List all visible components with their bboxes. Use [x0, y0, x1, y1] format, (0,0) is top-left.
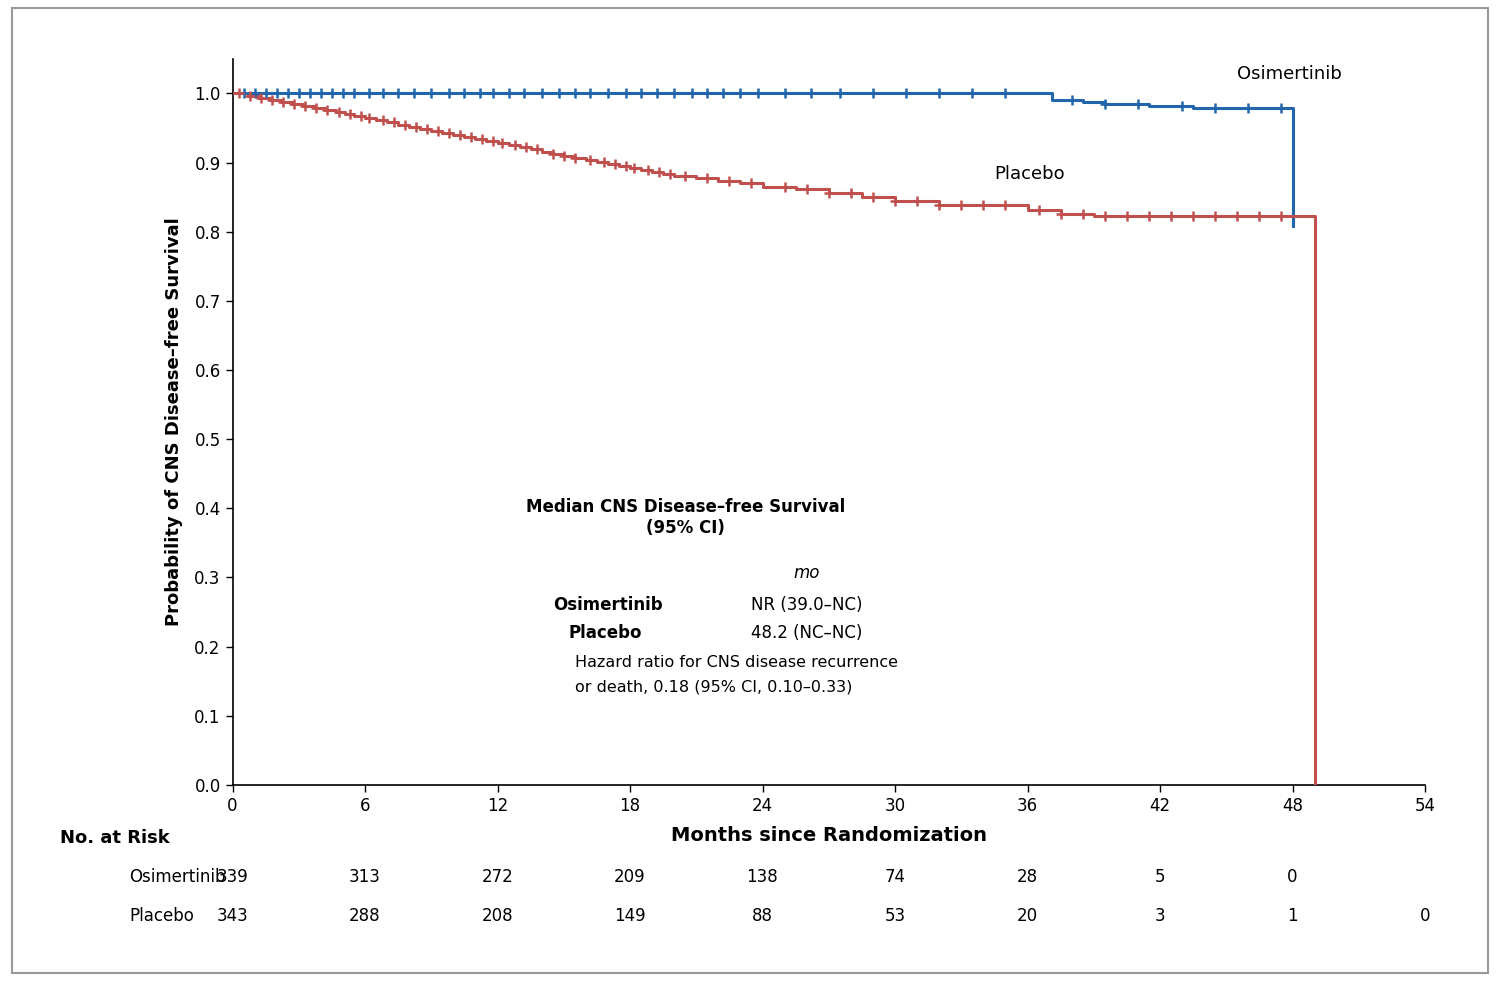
Text: or death, 0.18 (95% CI, 0.10–0.33): or death, 0.18 (95% CI, 0.10–0.33)	[574, 679, 852, 694]
Text: 339: 339	[216, 868, 249, 886]
Text: No. at Risk: No. at Risk	[60, 829, 170, 847]
Text: 272: 272	[482, 868, 513, 886]
Text: 20: 20	[1017, 907, 1038, 925]
Text: Osimertinib: Osimertinib	[1238, 65, 1342, 83]
Y-axis label: Probability of CNS Disease–free Survival: Probability of CNS Disease–free Survival	[165, 218, 183, 626]
Text: Placebo: Placebo	[129, 907, 194, 925]
Text: 313: 313	[350, 868, 381, 886]
Text: 48.2 (NC–NC): 48.2 (NC–NC)	[752, 624, 862, 643]
Text: 149: 149	[614, 907, 646, 925]
Text: mo: mo	[794, 563, 820, 582]
Text: 0: 0	[1419, 907, 1431, 925]
Text: Median CNS Disease–free Survival
(95% CI): Median CNS Disease–free Survival (95% CI…	[525, 498, 844, 537]
Text: 0: 0	[1287, 868, 1298, 886]
Text: Placebo: Placebo	[994, 166, 1065, 183]
Text: 74: 74	[885, 868, 906, 886]
Text: 288: 288	[350, 907, 381, 925]
Text: 138: 138	[747, 868, 778, 886]
Text: 28: 28	[1017, 868, 1038, 886]
Text: Osimertinib: Osimertinib	[129, 868, 225, 886]
Text: 3: 3	[1155, 907, 1166, 925]
Text: 88: 88	[752, 907, 772, 925]
Text: 1: 1	[1287, 907, 1298, 925]
Text: 53: 53	[885, 907, 906, 925]
Text: Osimertinib: Osimertinib	[552, 596, 663, 614]
X-axis label: Months since Randomization: Months since Randomization	[670, 826, 987, 845]
Text: 208: 208	[482, 907, 513, 925]
Text: NR (39.0–NC): NR (39.0–NC)	[752, 596, 862, 614]
Text: 209: 209	[614, 868, 646, 886]
Text: Placebo: Placebo	[568, 624, 642, 643]
Text: 343: 343	[216, 907, 249, 925]
Text: Hazard ratio for CNS disease recurrence: Hazard ratio for CNS disease recurrence	[574, 655, 898, 670]
Text: 5: 5	[1155, 868, 1166, 886]
